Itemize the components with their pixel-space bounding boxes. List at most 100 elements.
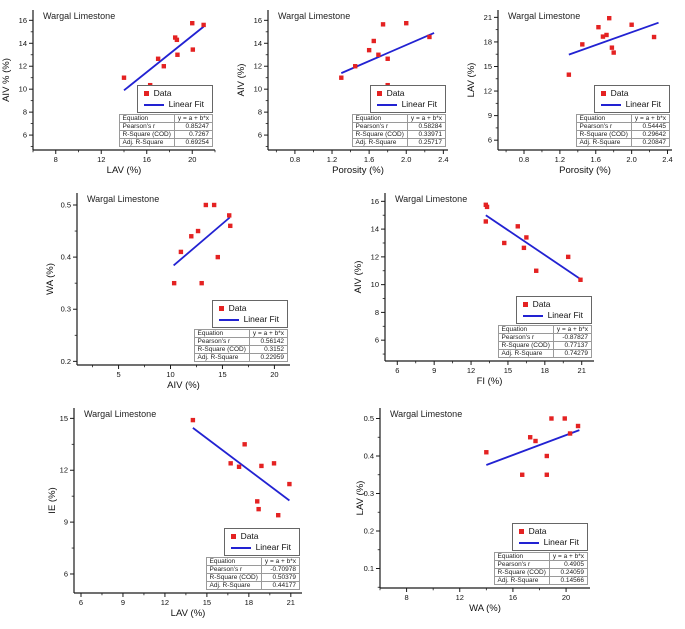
stats-row: Equation y = a + b*x: [493, 552, 589, 561]
x-tick-label: 2.0: [626, 155, 636, 164]
x-tick-label: 21: [287, 598, 295, 607]
data-point: [567, 431, 573, 436]
stats-row: Pearson's r -0.87827: [497, 333, 593, 342]
y-tick-label: 12: [254, 62, 262, 71]
data-point: [544, 472, 550, 477]
stats-value: y = a + b*x: [406, 114, 447, 123]
regression-stats-table: Equation y = a + b*x Pearson's r 0.4905 R-Sq…: [493, 552, 589, 585]
legend-data-marker-icon: [218, 306, 224, 311]
y-tick-label: 14: [254, 39, 262, 48]
legend-data-label: Data: [240, 531, 259, 541]
stats-label: R-Square (COD): [493, 568, 550, 577]
y-tick-label: 16: [19, 16, 27, 25]
stats-value: 0.54445: [630, 122, 671, 131]
plot-area-lav-vs-porosity: 0.8 1.2 1.6 2.0 2.4 6 9 12 15 18 21 Porosity (%) LAV…: [466, 10, 673, 176]
x-tick-label: 1.2: [327, 155, 337, 164]
data-point: [611, 50, 616, 55]
data-point: [121, 75, 127, 80]
x-tick-label: 9: [432, 366, 436, 375]
stats-label: Equation: [493, 552, 550, 561]
stats-label: R-Square (COD): [575, 130, 632, 139]
stats-row: Adj. R-Square 0.69254: [118, 138, 214, 147]
data-point: [380, 22, 386, 27]
stats-row: Adj. R-Square 0.14566: [493, 576, 589, 585]
legend-data-marker-icon: [143, 91, 149, 96]
x-tick-label: 1.6: [364, 155, 374, 164]
legend-data-label: Data: [386, 88, 405, 98]
linear-fit-line: [173, 216, 231, 267]
y-tick-label: 0.4: [61, 253, 71, 262]
y-axis-label: AIV % (%): [1, 58, 12, 102]
legend-fit-label: Linear Fit: [168, 99, 204, 109]
data-point: [607, 15, 612, 21]
stats-label: R-Square (COD): [205, 573, 262, 582]
data-point: [228, 461, 233, 466]
data-point: [534, 268, 539, 273]
subplot-lav-vs-wa: 8 12 16 20 0.1 0.2 0.3 0.4 0.5 WA (%) LAV (%) Warga…: [354, 398, 598, 629]
stats-label: Equation: [205, 557, 262, 566]
x-axis-label: WA (%): [469, 603, 501, 614]
stats-value: 0.69254: [173, 138, 214, 147]
data-point: [171, 280, 177, 286]
stats-label: Adj. R-Square: [493, 576, 550, 585]
data-point: [172, 35, 178, 40]
stats-label: Equation: [118, 114, 175, 123]
regression-stats-table: Equation y = a + b*x Pearson's r 0.56142 R-S…: [193, 329, 289, 362]
plot-area-aiv-vs-fi: 6 9 12 15 18 21 6 8 10 12 14 16 FI (%) AIV (%) Wargal …: [353, 193, 594, 387]
stats-value: y = a + b*x: [260, 557, 301, 566]
y-axis-label: LAV (%): [466, 63, 477, 98]
data-point: [256, 506, 261, 512]
x-tick-label: 12: [97, 155, 105, 164]
x-tick-label: 2.0: [401, 155, 411, 164]
data-point: [287, 481, 292, 487]
plot-title: Wargal Limestone: [395, 194, 467, 204]
stats-row: Equation y = a + b*x: [118, 114, 214, 123]
data-point: [502, 240, 507, 246]
x-tick-label: 10: [166, 370, 174, 379]
data-point: [236, 464, 242, 469]
stats-value: 0.77137: [552, 341, 593, 350]
stats-label: Adj. R-Square: [575, 138, 632, 147]
legend-fit-label: Linear Fit: [243, 314, 279, 324]
stats-value: 0.4905: [548, 560, 589, 569]
data-point: [484, 204, 490, 210]
legend-data-marker-icon: [230, 534, 236, 539]
y-tick-label: 12: [484, 87, 492, 96]
x-tick-label: 5: [116, 370, 120, 379]
x-tick-label: 9: [121, 598, 125, 607]
data-point: [190, 417, 196, 423]
x-tick-label: 15: [203, 598, 211, 607]
data-point: [596, 24, 601, 30]
y-tick-label: 12: [19, 62, 27, 71]
linear-fit-line: [192, 427, 290, 502]
legend-fit-marker-icon: [143, 103, 164, 106]
legend-box: Data Linear Fit: [593, 85, 670, 113]
stats-row: R-Square (COD) 0.77137: [497, 341, 593, 350]
data-point: [562, 416, 567, 421]
stats-row: R-Square (COD) 0.3152: [193, 345, 289, 354]
legend-box: Data Linear Fit: [515, 296, 592, 324]
legend-box: Data Linear Fit: [511, 523, 588, 551]
y-tick-label: 16: [371, 197, 379, 206]
y-tick-label: 6: [258, 131, 262, 140]
data-point: [404, 20, 409, 26]
stats-value: 0.50379: [260, 573, 301, 582]
regression-stats-table: Equation y = a + b*x Pearson's r 0.58284 R-S…: [351, 114, 447, 147]
stats-label: R-Square (COD): [118, 130, 175, 139]
regression-stats-table: Equation y = a + b*x Pearson's r -0.87827 R-…: [497, 325, 593, 358]
legend-data-marker-icon: [600, 91, 606, 96]
stats-value: 0.25717: [406, 138, 447, 147]
y-tick-label: 14: [19, 39, 27, 48]
plot-title: Wargal Limestone: [278, 11, 350, 21]
data-point: [566, 72, 572, 77]
y-tick-label: 15: [60, 414, 68, 423]
y-tick-label: 6: [64, 569, 68, 578]
x-axis-label: FI (%): [477, 376, 503, 387]
data-point: [353, 64, 358, 69]
data-point: [527, 435, 533, 440]
x-tick-label: 20: [562, 593, 570, 602]
x-tick-label: 1.2: [555, 155, 565, 164]
y-tick-label: 8: [23, 108, 27, 117]
legend-box: Data Linear Fit: [223, 528, 300, 556]
data-point: [524, 235, 529, 240]
